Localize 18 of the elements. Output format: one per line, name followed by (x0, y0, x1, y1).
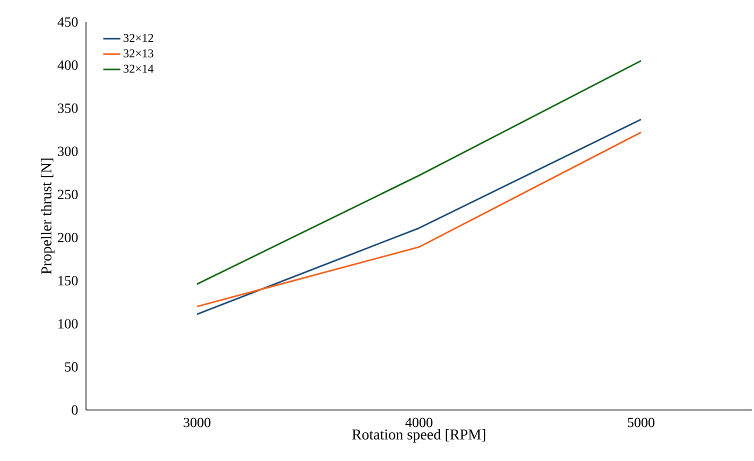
x-tick-label: 4000 (405, 418, 432, 428)
legend-label: 32×12 (124, 34, 154, 42)
y-tick-label: 200 (58, 232, 78, 242)
y-tick-label: 100 (58, 319, 78, 328)
x-axis-title: Rotation speed [RPM] (352, 429, 486, 443)
y-tick-label: 50 (65, 362, 78, 372)
y-tick-label: 250 (58, 190, 78, 200)
legend-label: 32×14 (124, 64, 154, 73)
y-tick-label: 450 (58, 17, 78, 27)
y-tick-label: 350 (58, 104, 78, 113)
y-tick-label: 400 (58, 60, 78, 70)
x-tick-label: 3000 (184, 418, 210, 428)
y-axis-title: Propeller thrust [N] (40, 158, 54, 274)
y-tick-label: 0 (72, 405, 78, 415)
y-tick-label: 300 (58, 146, 78, 156)
x-tick-label: 5000 (628, 418, 654, 428)
legend-label: 32×13 (124, 49, 154, 58)
y-tick-label: 150 (58, 276, 78, 286)
